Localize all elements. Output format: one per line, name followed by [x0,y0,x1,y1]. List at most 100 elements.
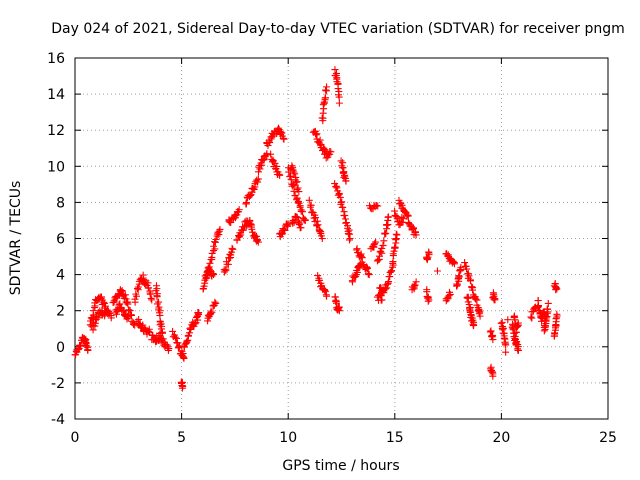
data-point [91,319,99,327]
data-point [305,196,313,204]
data-point [343,222,351,230]
data-point [100,298,108,306]
data-point [327,148,335,156]
data-point [124,314,132,322]
data-point [249,184,257,192]
data-point [489,370,497,378]
data-point [425,249,433,257]
data-point [179,383,187,391]
data-point [133,285,141,293]
data-point [112,310,120,318]
data-point [288,182,296,190]
data-point [83,342,91,350]
data-point [314,221,322,229]
data-point [528,314,536,322]
data-point [389,252,397,260]
data-point [392,230,400,238]
x-tick-label: 5 [177,430,186,446]
data-point [284,220,292,228]
data-point [333,184,341,192]
data-point [371,240,379,248]
data-point [286,172,294,180]
data-point [488,332,496,340]
data-point [237,231,245,239]
data-point [228,244,236,252]
data-point [553,310,561,318]
data-point [107,314,115,322]
data-point [316,227,324,235]
data-point [425,296,433,304]
data-point [403,211,411,219]
data-point [463,265,471,273]
data-point [200,282,208,290]
data-point [215,227,223,235]
x-tick-label: 15 [386,430,404,446]
data-point [511,316,519,324]
y-tick-label: 2 [56,304,65,320]
data-point [235,232,243,240]
data-point [334,85,342,93]
data-point [363,264,371,272]
data-point [551,330,559,338]
data-point [125,306,133,314]
data-point [116,300,124,308]
data-point [253,178,261,186]
data-point [457,263,465,271]
data-point [372,238,380,246]
data-point [227,248,235,256]
data-point [318,235,326,242]
data-point [147,294,155,302]
data-point [158,322,166,330]
data-point [169,327,177,335]
data-point [293,178,301,186]
data-point [455,273,463,281]
data-point [411,281,419,289]
data-point [544,299,552,307]
data-point [339,203,347,211]
data-point [269,156,277,164]
data-point [264,142,272,150]
y-tick-label: 12 [47,123,65,139]
data-point [292,213,300,221]
data-point [120,294,128,302]
y-axis-label: SDTVAR / TECUs [8,181,24,296]
data-point [184,332,192,340]
y-tick-label: 4 [56,268,65,284]
data-point [386,268,394,276]
data-point [156,321,164,329]
data-point [114,307,122,315]
data-point [153,300,161,308]
data-point [456,267,464,275]
data-point [132,292,140,300]
data-point [467,277,475,285]
data-point [433,267,441,275]
data-point [280,135,288,143]
data-point [335,307,343,315]
data-point [101,310,109,318]
data-point [316,276,324,284]
y-tick-label: -4 [51,412,65,428]
data-point [290,168,298,176]
data-point [275,124,283,132]
data-point [229,245,237,253]
data-point [553,285,561,293]
data-point [202,275,210,283]
axis-ticks: -4 -2 0 2 4 6 8 10 12 14 16 0 5 10 15 20 25 [47,51,617,446]
data-point [393,231,401,239]
data-point [345,236,353,244]
data-point [180,354,188,362]
data-point [470,321,478,329]
data-point [294,184,302,192]
data-point [210,301,218,309]
data-point [183,337,191,345]
data-point [126,307,134,315]
data-point [412,231,420,239]
data-point [502,348,510,356]
data-point [203,271,211,279]
data-point [379,241,387,249]
data-point [323,83,331,91]
y-tick-label: 6 [56,232,65,248]
data-point [124,312,132,320]
data-point [404,212,412,220]
data-point [224,260,232,268]
